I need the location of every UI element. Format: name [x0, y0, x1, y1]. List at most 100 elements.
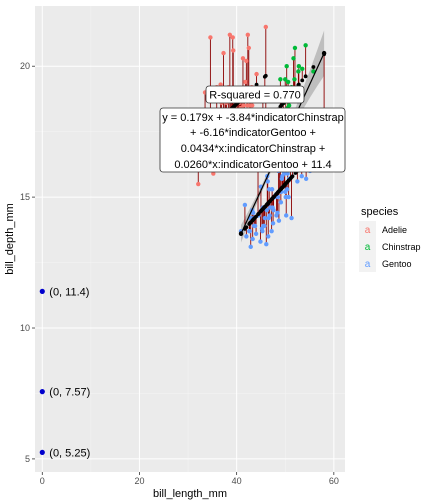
legend: species a Adelie a Chinstrap a Gentoo	[359, 206, 421, 272]
data-point-gentoo	[242, 202, 248, 208]
data-point-adelie	[196, 181, 201, 187]
fitted-point	[290, 174, 295, 179]
rsquared-annotation: R-squared = 0.770	[205, 85, 305, 104]
data-point-gentoo	[269, 187, 275, 192]
intercept-label: (0, 5.25)	[49, 447, 90, 459]
x-axis-ticks: 0 20 40 60	[40, 472, 339, 486]
y-tick-label: 5	[25, 454, 30, 464]
data-point-chinstrap	[284, 64, 289, 69]
data-point-chinstrap	[286, 103, 292, 108]
data-point-adelie	[211, 171, 216, 176]
legend-key-adelie	[359, 221, 376, 238]
data-point-gentoo	[267, 213, 272, 218]
intercept-point	[39, 288, 45, 294]
data-point-gentoo	[284, 187, 290, 192]
data-point-gentoo	[299, 173, 304, 179]
fitted-point	[263, 73, 268, 78]
fit-line-end-point	[321, 50, 327, 56]
data-point-chinstrap	[296, 69, 301, 74]
y-tick-label: 10	[20, 323, 30, 333]
y-axis-ticks: 5 10 15 20	[20, 61, 35, 464]
data-point-adelie	[227, 32, 233, 37]
equation-line-1: y = 0.179x + -3.84*indicatorChinstrap	[162, 112, 344, 124]
rsquared-box	[205, 85, 305, 104]
fitted-point	[296, 82, 301, 87]
equation-annotation: y = 0.179x + -3.84*indicatorChinstrap + …	[159, 107, 346, 173]
data-point-gentoo	[244, 234, 249, 239]
x-tick-label: 60	[329, 476, 339, 486]
data-point-gentoo	[295, 179, 300, 184]
data-point-chinstrap	[283, 77, 288, 82]
data-point-gentoo	[265, 179, 270, 184]
data-point-adelie	[245, 32, 251, 37]
data-point-adelie	[240, 56, 246, 61]
data-point-gentoo	[248, 244, 253, 250]
data-point-adelie	[249, 103, 255, 108]
data-point-gentoo	[270, 221, 276, 226]
data-point-gentoo	[275, 210, 280, 216]
data-point-chinstrap	[292, 77, 297, 82]
data-point-gentoo	[262, 223, 267, 229]
legend-item-gentoo: a Gentoo	[359, 255, 412, 272]
x-tick-label: 40	[232, 476, 242, 486]
data-point-gentoo	[266, 234, 271, 239]
equation-line-2: + -6.16*indicatorGentoo +	[190, 127, 316, 139]
data-point-gentoo	[284, 213, 289, 218]
data-point-chinstrap	[303, 43, 308, 48]
data-point-chinstrap	[296, 64, 302, 69]
equation-line-3: 0.0434*x:indicatorChinstrap +	[181, 143, 326, 155]
legend-label-adelie: Adelie	[382, 225, 407, 235]
data-point-gentoo	[250, 236, 255, 242]
data-point-gentoo	[286, 194, 291, 200]
fitted-point	[244, 225, 249, 230]
equation-line-4: 0.0260*x:indicatorGentoo + 11.4	[174, 159, 331, 171]
data-point-gentoo	[250, 210, 256, 216]
legend-label-gentoo: Gentoo	[382, 259, 412, 269]
legend-item-chinstrap: a Chinstrap	[359, 238, 421, 255]
data-point-gentoo	[303, 176, 309, 181]
data-point-adelie	[231, 48, 236, 53]
equation-box	[159, 107, 346, 173]
data-point-adelie	[263, 24, 268, 30]
x-tick-label: 0	[40, 476, 45, 486]
intercept-label: (0, 7.57)	[49, 387, 90, 399]
legend-key-gentoo	[359, 255, 376, 272]
data-point-gentoo	[285, 171, 290, 176]
intercept-points: (0, 11.4) (0, 7.57) (0, 5.25)	[39, 286, 90, 459]
data-point-adelie	[244, 58, 249, 64]
data-point-gentoo	[252, 223, 258, 229]
legend-key-gentoo-glyph: a	[365, 259, 371, 270]
data-point-chinstrap	[300, 66, 305, 72]
legend-key-chinstrap-glyph: a	[365, 242, 371, 253]
fit-line-start-point	[238, 231, 244, 236]
legend-key-chinstrap	[359, 238, 376, 255]
data-point-gentoo	[264, 208, 269, 213]
data-point-gentoo	[264, 242, 269, 247]
data-point-chinstrap	[291, 56, 296, 61]
fitted-point	[311, 65, 316, 69]
data-point-adelie	[230, 35, 235, 40]
y-tick-label: 15	[20, 192, 30, 202]
grid-major	[35, 6, 345, 472]
intercept-point	[39, 449, 45, 455]
x-axis-title: bill_length_mm	[153, 488, 227, 500]
data-point-adelie	[241, 103, 246, 108]
data-point-adelie	[243, 79, 248, 85]
legend-label-chinstrap: Chinstrap	[382, 242, 421, 252]
intercept-point	[39, 389, 45, 395]
x-tick-label: 20	[134, 476, 144, 486]
data-point-adelie	[254, 71, 259, 77]
data-point-gentoo	[260, 228, 265, 234]
y-axis-title: bill_depth_mm	[4, 203, 16, 275]
data-point-gentoo	[262, 215, 268, 221]
data-point-gentoo	[282, 171, 287, 176]
fitted-point	[303, 74, 308, 79]
data-point-gentoo	[271, 208, 276, 213]
data-point-chinstrap	[285, 79, 291, 85]
data-point-gentoo	[247, 228, 252, 234]
data-point-adelie	[208, 35, 213, 40]
legend-item-adelie: a Adelie	[359, 221, 407, 238]
data-point-adelie	[221, 50, 226, 56]
y-tick-label: 20	[20, 61, 30, 71]
